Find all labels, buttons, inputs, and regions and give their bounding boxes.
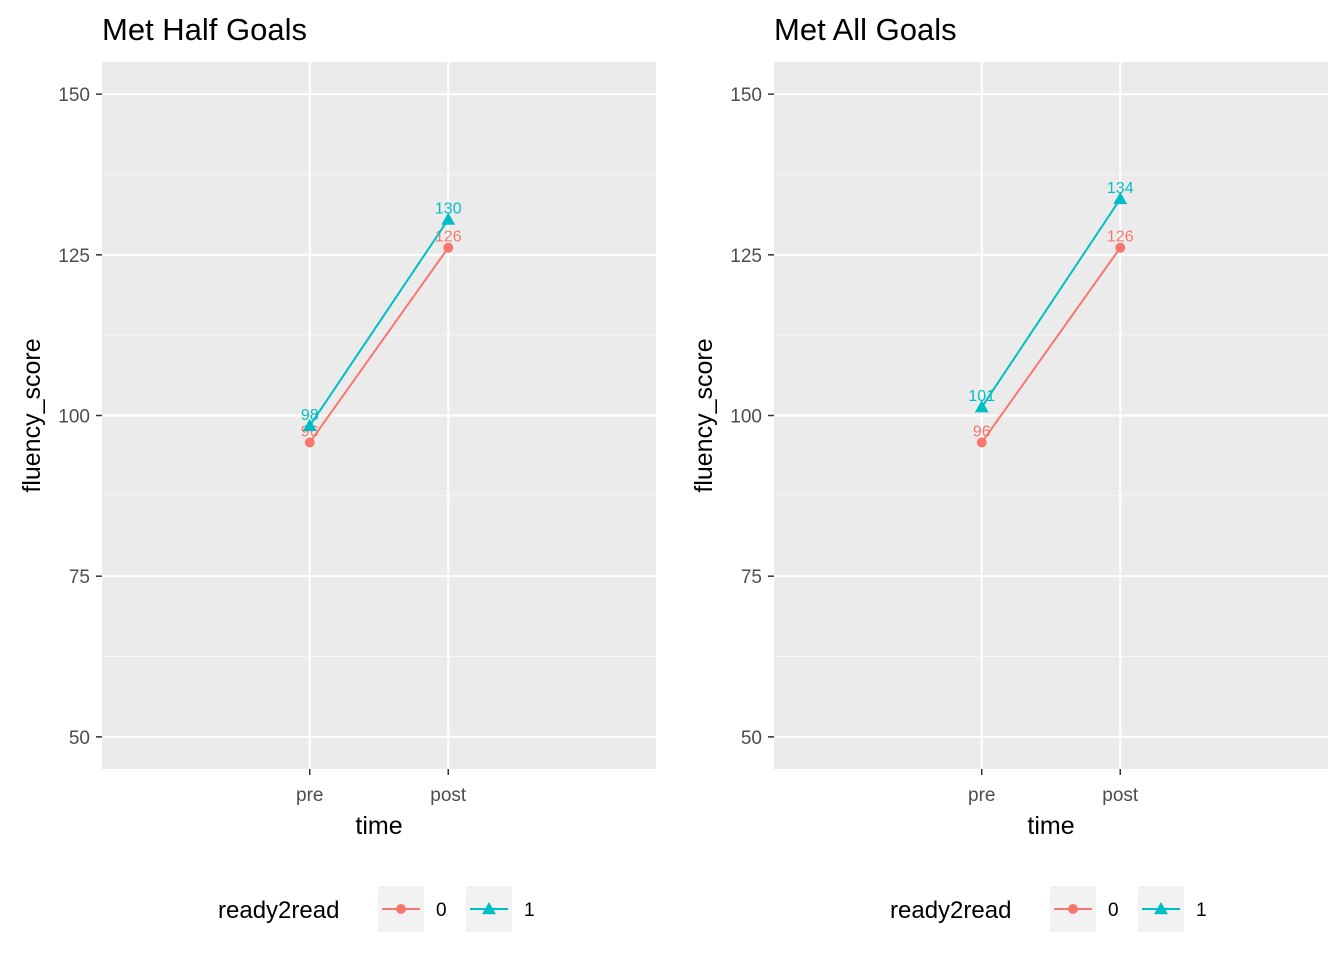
data-point-triangle	[1113, 191, 1128, 205]
y-tick-label: 100	[730, 407, 762, 428]
series-line-0	[980, 247, 1122, 444]
data-label: 98	[301, 407, 319, 424]
data-label: 126	[435, 229, 462, 246]
series-line-1	[308, 218, 450, 427]
legend-key-circle	[1068, 904, 1078, 914]
series-line-0	[308, 247, 450, 444]
y-tick-label: 150	[730, 85, 762, 106]
data-point-circle	[304, 437, 315, 448]
data-label: 134	[1107, 180, 1134, 197]
y-tick-label: 150	[58, 85, 90, 106]
x-tick-label: post	[430, 785, 467, 806]
y-tick-label: 75	[741, 567, 762, 588]
legend-label: 0	[436, 900, 447, 921]
data-point-triangle	[302, 418, 317, 432]
x-tick-label: post	[1102, 785, 1139, 806]
chart-title: Met Half Goals	[102, 12, 307, 47]
legend-label: 1	[524, 900, 535, 921]
data-point-triangle	[974, 400, 989, 413]
x-tick-label: pre	[296, 785, 323, 806]
y-tick-label: 75	[69, 567, 90, 588]
data-point-circle	[443, 242, 454, 253]
data-label: 96	[973, 423, 991, 440]
y-tick-label: 125	[730, 246, 762, 267]
chart-panel-met-half-goals: Met Half Goals 50 75 100 125 150 pre post time fl…	[18, 12, 656, 932]
chart-svg-met-half-goals: Met Half Goals 50 75 100 125 150 pre post time fl…	[18, 12, 656, 932]
chart-title: Met All Goals	[774, 12, 957, 47]
legend-label: 0	[1108, 900, 1119, 921]
data-point-circle	[976, 437, 987, 448]
y-tick-label: 125	[58, 246, 90, 267]
legend-key-triangle	[482, 902, 496, 915]
x-axis-title: time	[1027, 812, 1074, 840]
chart-svg-met-all-goals: Met All Goals 50 75 100 125 150 pre post time flu…	[690, 12, 1328, 932]
chart-panel-met-all-goals: Met All Goals 50 75 100 125 150 pre post time flu…	[672, 0, 1344, 960]
y-axis-title: fluency_score	[690, 338, 718, 492]
legend-key-circle	[396, 904, 406, 914]
y-tick-label: 100	[58, 407, 90, 428]
y-tick-label: 50	[69, 728, 90, 749]
series-line-1	[980, 198, 1122, 408]
legend-title: ready2read	[890, 897, 1011, 924]
data-point-circle	[1115, 242, 1126, 253]
x-axis-title: time	[355, 812, 402, 840]
legend-title: ready2read	[218, 897, 339, 924]
data-label: 126	[1107, 229, 1134, 246]
data-point-triangle	[441, 212, 456, 225]
x-tick-label: pre	[968, 785, 995, 806]
legend-key-triangle	[1154, 902, 1168, 915]
data-label: 101	[968, 388, 995, 405]
data-label: 130	[435, 200, 462, 217]
y-tick-label: 50	[741, 728, 762, 749]
legend-label: 1	[1196, 900, 1207, 921]
y-axis-title: fluency_score	[18, 338, 46, 492]
